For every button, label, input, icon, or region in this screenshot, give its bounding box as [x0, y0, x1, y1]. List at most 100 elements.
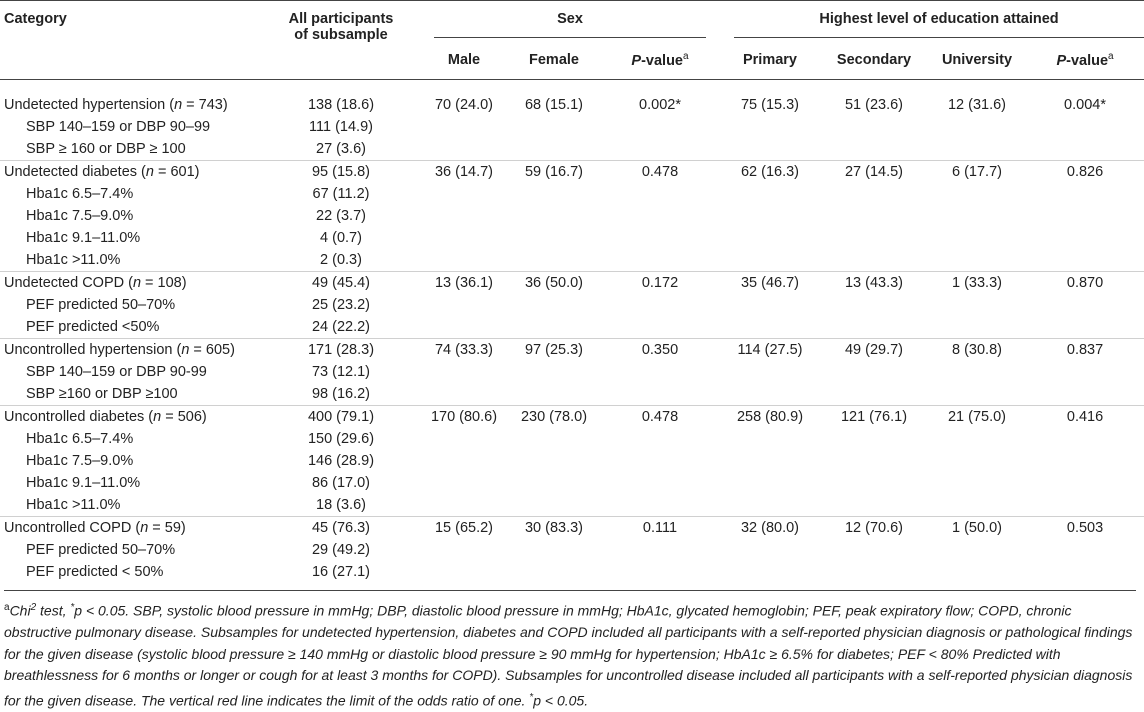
empty-cell — [820, 316, 928, 339]
empty-cell — [600, 361, 720, 383]
empty-cell — [420, 227, 508, 249]
empty-cell — [420, 361, 508, 383]
subrow-label: SBP ≥160 or DBP ≥100 — [26, 386, 178, 402]
table-subrow: PEF predicted 50–70% 25 (23.2) — [0, 294, 1144, 316]
subrow-label: PEF predicted <50% — [26, 319, 160, 335]
cell-female: 68 (15.1) — [524, 97, 584, 113]
empty-cell — [600, 561, 720, 583]
cell-all: 400 (79.1) — [262, 405, 420, 428]
subrow-label: PEF predicted 50–70% — [26, 297, 176, 313]
empty-cell — [720, 294, 820, 316]
cell-all: 171 (28.3) — [262, 338, 420, 361]
empty-cell — [720, 316, 820, 339]
footnote: aChi2 test, *p < 0.05. SBP, systolic blo… — [4, 590, 1136, 712]
empty-cell — [928, 383, 1026, 406]
empty-cell — [720, 472, 820, 494]
subrow-all-value: 16 (27.1) — [311, 564, 371, 580]
cell-female: 97 (25.3) — [508, 338, 600, 361]
empty-cell — [600, 183, 720, 205]
subrow-label: Hba1c 7.5–9.0% — [26, 453, 134, 469]
empty-cell — [420, 450, 508, 472]
empty-cell — [820, 494, 928, 517]
table-body: Undetected hypertension (n = 743) 138 (18… — [0, 80, 1144, 584]
row-category-label: Undetected diabetes (n = 601) — [0, 160, 262, 183]
empty-cell — [508, 539, 600, 561]
empty-cell — [508, 383, 600, 406]
empty-cell — [820, 539, 928, 561]
empty-cell — [508, 205, 600, 227]
cell-p-edu: 0.826 — [1026, 160, 1144, 183]
empty-cell — [720, 428, 820, 450]
cell-university: 21 (75.0) — [928, 405, 1026, 428]
table-subrow: Hba1c 9.1–11.0% 86 (17.0) — [0, 472, 1144, 494]
cell-all: 95 (15.8) — [262, 160, 420, 183]
subrow-all-value: 150 (29.6) — [307, 431, 375, 447]
table-subrow: Hba1c 6.5–7.4% 67 (11.2) — [0, 183, 1144, 205]
subrow-all-value: 22 (3.7) — [316, 208, 366, 224]
empty-cell — [1026, 316, 1144, 339]
cell-primary: 62 (16.3) — [720, 160, 820, 183]
empty-cell — [1026, 227, 1144, 249]
empty-cell — [600, 383, 720, 406]
cell-female: 36 (50.0) — [508, 271, 600, 294]
header-all-participants: All participants of subsample — [262, 0, 420, 80]
cell-secondary: 12 (70.6) — [820, 516, 928, 539]
cell-male: 36 (14.7) — [420, 160, 508, 183]
empty-cell — [820, 361, 928, 383]
header-category: Category — [0, 0, 262, 80]
table-subrow: Hba1c 7.5–9.0% 146 (28.9) — [0, 450, 1144, 472]
cell-all: 49 (45.4) — [262, 271, 420, 294]
empty-cell — [928, 539, 1026, 561]
empty-cell — [928, 428, 1026, 450]
header-all-line2: of subsample — [294, 27, 388, 43]
empty-cell — [420, 316, 508, 339]
empty-cell — [600, 472, 720, 494]
empty-cell — [720, 361, 820, 383]
empty-cell — [720, 249, 820, 272]
header-primary: Primary — [720, 41, 820, 80]
subrow-all-value: 73 (12.1) — [311, 364, 371, 380]
empty-cell — [720, 450, 820, 472]
header-education: Highest level of education attained — [720, 0, 1144, 41]
table-subrow: Hba1c >11.0% 2 (0.3) — [0, 249, 1144, 272]
empty-cell — [508, 361, 600, 383]
empty-cell — [508, 227, 600, 249]
empty-cell — [820, 138, 928, 161]
empty-cell — [720, 138, 820, 161]
header-education-label: Highest level of education attained — [734, 11, 1144, 38]
header-pvalue-sex: P-valuea — [600, 41, 720, 80]
empty-cell — [1026, 294, 1144, 316]
empty-cell — [820, 561, 928, 583]
empty-cell — [720, 227, 820, 249]
subrow-label: PEF predicted < 50% — [26, 564, 164, 580]
empty-cell — [600, 116, 720, 138]
empty-cell — [508, 249, 600, 272]
cell-primary: 258 (80.9) — [720, 405, 820, 428]
subrow-all-value: 27 (3.6) — [316, 141, 366, 157]
table-subrow: PEF predicted 50–70% 29 (49.2) — [0, 539, 1144, 561]
cell-p-sex: 0.111 — [600, 516, 720, 539]
table-subrow: SBP ≥160 or DBP ≥100 98 (16.2) — [0, 383, 1144, 406]
cell-p-edu: 0.004* — [1064, 97, 1106, 113]
subrow-all-value: 29 (49.2) — [311, 542, 371, 558]
empty-cell — [420, 249, 508, 272]
empty-cell — [820, 205, 928, 227]
cell-secondary: 27 (14.5) — [820, 160, 928, 183]
empty-cell — [928, 316, 1026, 339]
cell-p-sex: 0.350 — [600, 338, 720, 361]
empty-cell — [600, 428, 720, 450]
subrow-label: Hba1c 9.1–11.0% — [26, 475, 141, 491]
cell-male: 13 (36.1) — [420, 271, 508, 294]
empty-cell — [928, 205, 1026, 227]
subrow-label: Hba1c 6.5–7.4% — [26, 431, 134, 447]
cell-male: 170 (80.6) — [420, 405, 508, 428]
cell-p-edu: 0.416 — [1026, 405, 1144, 428]
empty-cell — [928, 116, 1026, 138]
cell-secondary: 13 (43.3) — [820, 271, 928, 294]
cell-female: 30 (83.3) — [508, 516, 600, 539]
subrow-label: SBP 140–159 or DBP 90-99 — [26, 364, 207, 380]
header-sex-label: Sex — [434, 11, 706, 38]
cell-p-sex: 0.478 — [600, 405, 720, 428]
header-sex: Sex — [420, 0, 720, 41]
empty-cell — [928, 183, 1026, 205]
